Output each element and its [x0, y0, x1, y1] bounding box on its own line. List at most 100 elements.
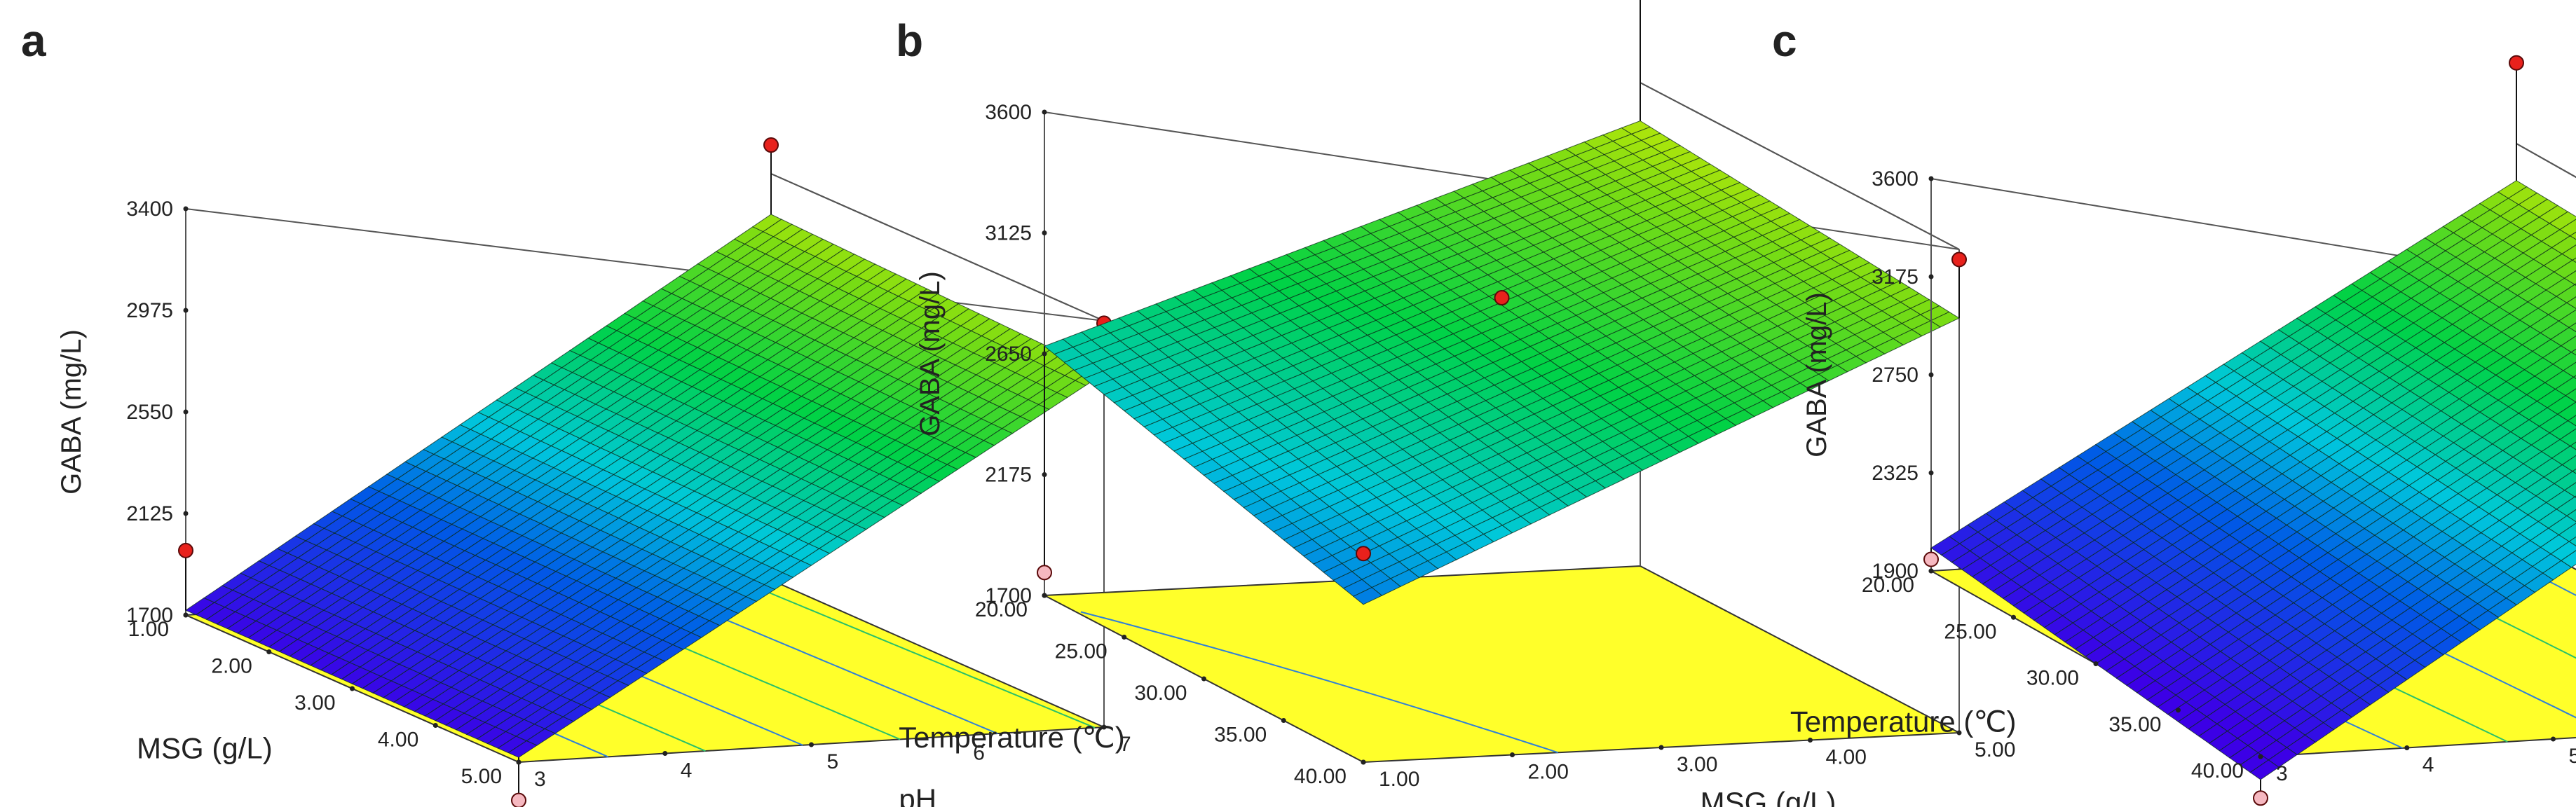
z-axis-ticks: 1900 2325 2750 3175 3600	[1872, 167, 1934, 583]
z-tick-label: 2750	[1872, 364, 1919, 387]
y-axis-ticks: 3 4 5 6 7	[516, 724, 1131, 791]
y-tick-mark	[1361, 759, 1366, 765]
design-point	[178, 542, 193, 558]
z-tick-mark	[1042, 472, 1047, 477]
z-axis-label: GABA (mg/L)	[56, 329, 87, 495]
surface-cell	[2572, 257, 2576, 263]
surface-cell	[2560, 550, 2576, 568]
surface-cell	[2570, 348, 2576, 356]
surface-cell	[2547, 302, 2576, 322]
surface-cell	[2559, 428, 2576, 447]
surface-cell	[2560, 336, 2576, 353]
z-tick-mark	[183, 612, 189, 618]
surface-cell	[2563, 270, 2576, 285]
z-axis-ticks: 1700 2125 2550 2975 3400	[126, 198, 189, 627]
response-surface	[1930, 180, 2576, 780]
z-tick-mark	[1042, 109, 1047, 115]
design-point	[1037, 565, 1052, 581]
surface-cell	[2566, 509, 2576, 523]
surface-cell	[2561, 244, 2576, 261]
surface-cell	[2550, 326, 2576, 347]
y-tick-label: 6	[973, 742, 985, 765]
z-tick-label: 2650	[985, 343, 1032, 366]
surface-cell	[2567, 415, 2576, 427]
surface-cell	[2551, 446, 2576, 465]
z-tick-mark	[1042, 351, 1047, 357]
y-axis-label: pH	[899, 783, 936, 807]
y-tick-mark	[1658, 745, 1664, 750]
surface-cell	[2553, 259, 2576, 279]
y-tick-label: 1.00	[1379, 768, 1419, 791]
x-axis-label: MSG (g/L)	[137, 732, 273, 765]
design-point	[2509, 55, 2524, 71]
x-tick-mark	[2176, 708, 2181, 713]
y-tick-label: 3	[534, 768, 546, 791]
z-tick-mark	[1042, 593, 1047, 598]
surface-cell	[2556, 401, 2576, 422]
z-tick-label: 2125	[126, 502, 173, 525]
z-axis-label: GABA (mg/L)	[1801, 292, 1832, 457]
y-tick-mark	[809, 742, 814, 747]
contour-line	[742, 581, 1096, 729]
frame-edge	[1640, 82, 1960, 250]
x-tick-label: 35.00	[1214, 724, 1267, 747]
design-points	[1923, 55, 2524, 806]
design-point	[2253, 790, 2268, 806]
y-tick-mark	[2404, 745, 2410, 750]
x-tick-label: 40.00	[2191, 759, 2244, 782]
contour-line	[1080, 611, 1559, 754]
surface-cell	[2563, 482, 2576, 497]
y-tick-label: 3	[2276, 762, 2288, 785]
surface-cell	[2549, 211, 2576, 230]
y-tick-label: 4	[2422, 754, 2434, 777]
y-tick-label: 4.00	[1826, 746, 1867, 769]
y-tick-label: 5	[2569, 745, 2576, 768]
surface-cell	[1930, 311, 1961, 328]
z-tick-label: 2175	[985, 464, 1032, 487]
x-tick-label: 35.00	[2108, 713, 2161, 736]
x-tick-label: 3.00	[294, 691, 335, 715]
x-tick-mark	[432, 723, 438, 728]
z-tick-mark	[1928, 274, 1934, 280]
y-tick-mark	[1510, 752, 1515, 757]
surface-cell	[2554, 471, 2576, 491]
x-tick-label: 2.00	[211, 655, 252, 678]
surface-cell	[2568, 536, 2576, 546]
panel-label: b	[896, 15, 923, 66]
x-tick-mark	[350, 686, 355, 691]
z-tick-label: 3600	[1872, 167, 1919, 191]
x-tick-mark	[2093, 661, 2099, 666]
z-tick-mark	[1042, 230, 1047, 235]
x-tick-label: 20.00	[975, 598, 1028, 621]
surface-cell	[2565, 296, 2576, 309]
y-tick-label: 2.00	[1528, 761, 1569, 784]
surface-cell	[2556, 284, 2576, 303]
frame-edge	[770, 173, 1105, 322]
surface-cell	[2549, 420, 2576, 440]
response-surface	[184, 214, 1105, 758]
z-tick-label: 3400	[126, 198, 173, 221]
x-axis-label: Temperature (℃)	[1790, 705, 2017, 738]
z-tick-label: 3125	[985, 222, 1032, 245]
surface-cell	[2547, 395, 2576, 415]
z-tick-label: 2975	[126, 299, 173, 322]
x-tick-label: 30.00	[2026, 667, 2079, 690]
y-tick-mark	[516, 759, 522, 765]
surface-cell	[2559, 219, 2576, 237]
design-point	[511, 792, 526, 807]
frame-edge	[1930, 143, 2576, 286]
z-tick-label: 2325	[1872, 462, 1919, 485]
design-point	[1923, 551, 1939, 567]
x-tick-label: 4.00	[378, 729, 418, 752]
z-tick-mark	[183, 511, 189, 516]
x-tick-mark	[1281, 718, 1286, 723]
design-point	[1356, 546, 1371, 562]
y-tick-label: 5	[827, 750, 839, 773]
y-tick-mark	[955, 733, 960, 738]
panel-a: a 1.00 2.00 3.00 4.00 5.00 3 4 5 6 7 170…	[21, 15, 1131, 807]
x-tick-label: 40.00	[1294, 765, 1347, 788]
panel-b: b 20.00 25.00 30.00 35.00 40.00 1.00 2.0…	[896, 0, 2015, 807]
y-tick-mark	[1101, 724, 1107, 730]
x-tick-mark	[2011, 614, 2016, 620]
design-point	[1951, 251, 1967, 268]
